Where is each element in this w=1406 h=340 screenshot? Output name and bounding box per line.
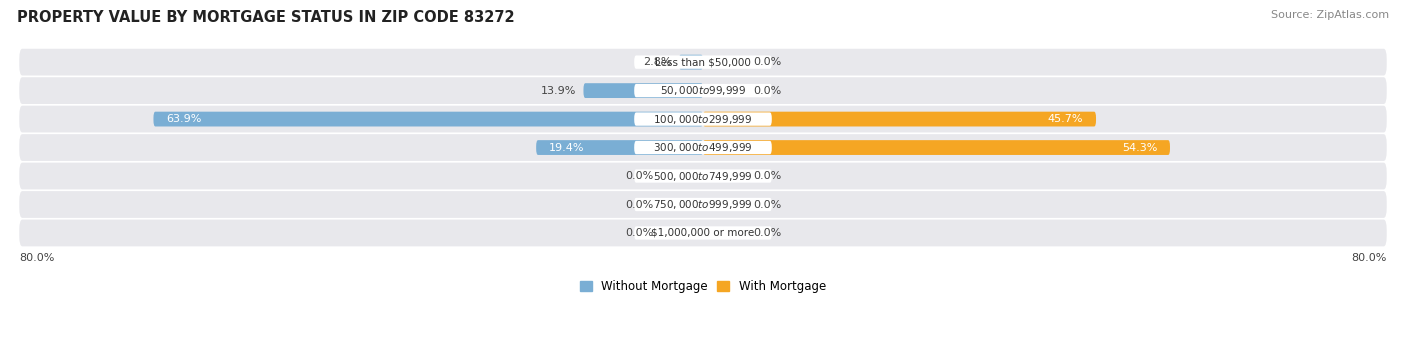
FancyBboxPatch shape: [20, 191, 1386, 218]
Text: $1,000,000 or more: $1,000,000 or more: [651, 228, 755, 238]
Text: 0.0%: 0.0%: [752, 171, 782, 181]
Text: 0.0%: 0.0%: [752, 86, 782, 96]
FancyBboxPatch shape: [634, 198, 772, 211]
FancyBboxPatch shape: [703, 57, 747, 68]
FancyBboxPatch shape: [659, 199, 703, 210]
FancyBboxPatch shape: [634, 55, 772, 69]
Text: 54.3%: 54.3%: [1122, 142, 1157, 153]
Text: $100,000 to $299,999: $100,000 to $299,999: [654, 113, 752, 125]
FancyBboxPatch shape: [659, 171, 703, 182]
FancyBboxPatch shape: [536, 140, 703, 155]
FancyBboxPatch shape: [20, 163, 1386, 189]
FancyBboxPatch shape: [703, 199, 747, 210]
FancyBboxPatch shape: [20, 134, 1386, 161]
Text: 0.0%: 0.0%: [624, 200, 654, 209]
FancyBboxPatch shape: [703, 112, 1097, 126]
FancyBboxPatch shape: [703, 140, 1170, 155]
Text: 19.4%: 19.4%: [550, 142, 585, 153]
FancyBboxPatch shape: [634, 141, 772, 154]
FancyBboxPatch shape: [703, 85, 747, 96]
FancyBboxPatch shape: [20, 220, 1386, 246]
FancyBboxPatch shape: [659, 227, 703, 238]
Text: PROPERTY VALUE BY MORTGAGE STATUS IN ZIP CODE 83272: PROPERTY VALUE BY MORTGAGE STATUS IN ZIP…: [17, 10, 515, 25]
Text: 0.0%: 0.0%: [624, 171, 654, 181]
Text: 80.0%: 80.0%: [20, 253, 55, 263]
Text: 0.0%: 0.0%: [752, 200, 782, 209]
FancyBboxPatch shape: [20, 49, 1386, 75]
Text: Source: ZipAtlas.com: Source: ZipAtlas.com: [1271, 10, 1389, 20]
Text: 45.7%: 45.7%: [1047, 114, 1083, 124]
FancyBboxPatch shape: [634, 84, 772, 97]
Text: $50,000 to $99,999: $50,000 to $99,999: [659, 84, 747, 97]
FancyBboxPatch shape: [703, 171, 747, 182]
Text: 13.9%: 13.9%: [541, 86, 576, 96]
Text: $750,000 to $999,999: $750,000 to $999,999: [654, 198, 752, 211]
FancyBboxPatch shape: [634, 226, 772, 240]
FancyBboxPatch shape: [20, 77, 1386, 104]
FancyBboxPatch shape: [703, 227, 747, 238]
Text: 0.0%: 0.0%: [624, 228, 654, 238]
Text: 80.0%: 80.0%: [1351, 253, 1386, 263]
FancyBboxPatch shape: [153, 112, 703, 126]
FancyBboxPatch shape: [583, 83, 703, 98]
FancyBboxPatch shape: [634, 169, 772, 183]
Text: 0.0%: 0.0%: [752, 57, 782, 67]
FancyBboxPatch shape: [634, 113, 772, 126]
Text: Less than $50,000: Less than $50,000: [655, 57, 751, 67]
Text: 0.0%: 0.0%: [752, 228, 782, 238]
Text: $300,000 to $499,999: $300,000 to $499,999: [654, 141, 752, 154]
FancyBboxPatch shape: [20, 106, 1386, 133]
Text: 63.9%: 63.9%: [166, 114, 201, 124]
Legend: Without Mortgage, With Mortgage: Without Mortgage, With Mortgage: [581, 280, 825, 293]
FancyBboxPatch shape: [679, 55, 703, 70]
Text: 2.8%: 2.8%: [644, 57, 672, 67]
Text: $500,000 to $749,999: $500,000 to $749,999: [654, 170, 752, 183]
